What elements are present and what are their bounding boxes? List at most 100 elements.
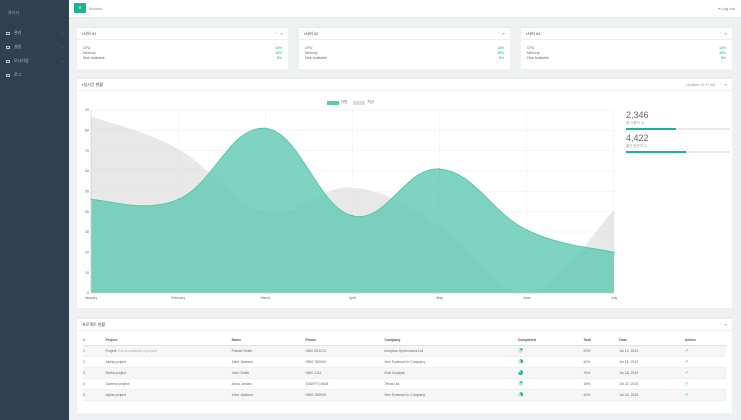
collapse-icon[interactable]: ⌃: [275, 32, 279, 36]
legend-label: 이번: [341, 100, 348, 104]
stat-row: Memory 36%: [521, 51, 732, 56]
table-row[interactable]: 3 Betha project John Smith 0800 1111 Erat Vo…: [83, 367, 726, 379]
stat-value: 16%: [274, 46, 282, 50]
sidebar-item-label: 관리: [14, 30, 22, 35]
column-header[interactable]: Task: [583, 335, 620, 346]
project-cell: Project This is example of project: [105, 345, 232, 357]
table-cell: 0500 780909: [305, 389, 385, 401]
action-cell: ✓: [684, 378, 726, 390]
column-header[interactable]: Date: [619, 335, 685, 346]
sidebar-item-label: 로그: [14, 72, 22, 77]
table-cell: 2: [83, 356, 106, 368]
column-header[interactable]: #: [83, 335, 106, 346]
project-table-panel: 프로젝트 현황 ⌃ ✕ # Project Name Phone Company Comple…: [77, 318, 732, 413]
collapse-icon[interactable]: ⌃: [497, 32, 501, 36]
collapse-icon[interactable]: ⌃: [719, 32, 723, 36]
legend-label: 지난: [367, 100, 374, 104]
project-cell: Gamma project: [105, 378, 232, 390]
table-cell: (016977) 0648: [305, 378, 385, 390]
close-icon[interactable]: ✕: [502, 32, 505, 36]
server-icon: ▪: [82, 31, 84, 36]
stat-row: Disk Available 8%: [299, 56, 510, 61]
table-cell: 75%: [583, 367, 620, 379]
chevron-right-icon: ›: [61, 44, 63, 50]
legend-swatch: [327, 100, 339, 105]
table-row[interactable]: 5 Alpha project Alice Jackson 0500 780909 Ne…: [83, 389, 726, 401]
table-cell: Anna Jordan: [231, 378, 306, 390]
stat-value: 36%: [718, 51, 726, 55]
stat-label: CPU: [83, 46, 91, 50]
column-header[interactable]: Completed: [517, 335, 584, 346]
stat-row: Memory 35%: [299, 51, 510, 56]
table-cell: 1: [83, 345, 106, 357]
stat-value: 8%: [498, 56, 504, 60]
completed-cell: [517, 367, 584, 379]
column-header[interactable]: Phone: [305, 335, 385, 346]
project-name: Gamma project: [105, 381, 130, 386]
stat-row: CPU 16%: [299, 46, 510, 51]
panel-title: 서버 #3: [527, 30, 541, 36]
table-row[interactable]: 1 Project This is example of project Patri…: [83, 345, 726, 357]
collapse-icon[interactable]: ⌃: [719, 323, 723, 327]
server-panel-3: ▪ 서버 #3 ⌃ ✕ CPU 16% Memory 36% Disk Availabl…: [521, 27, 732, 69]
table-cell: Jul 16, 2013: [619, 389, 685, 401]
stat-label: Disk Available: [83, 56, 105, 60]
check-icon[interactable]: ✓: [684, 369, 690, 376]
panel-title: 프로젝트 현황: [82, 321, 106, 327]
stat-label: 월간 방문자 수: [626, 144, 648, 148]
stat-row: CPU 16%: [521, 46, 732, 51]
sidebar-item-4[interactable]: 로그: [0, 68, 69, 82]
close-icon[interactable]: ✕: [280, 32, 283, 36]
project-name: Alpha project: [105, 359, 126, 364]
stat-label: 총 사용자 수: [626, 121, 645, 125]
panel-title: 서버 #2: [305, 30, 319, 36]
check-icon[interactable]: ✓: [684, 347, 690, 354]
action-cell: ✓: [684, 345, 726, 357]
stat-value: 8%: [276, 56, 282, 60]
menu-icon: [6, 73, 10, 77]
column-header[interactable]: Company: [384, 335, 518, 346]
chevron-right-icon: ›: [61, 58, 63, 64]
check-icon[interactable]: ✓: [684, 358, 690, 365]
stat-label: Disk Available: [527, 56, 549, 60]
sidebar-item-3[interactable]: 모니터링 ›: [0, 54, 69, 68]
collapse-icon[interactable]: ⌃: [719, 83, 723, 87]
menu-toggle-button[interactable]: ≡: [74, 3, 86, 13]
project-cell: Alpha project: [105, 356, 232, 368]
table-row[interactable]: 4 Gamma project Anna Jordan (016977) 0648 Te…: [83, 378, 726, 390]
panel-title: 서버 #1: [83, 30, 97, 36]
column-header[interactable]: Action: [684, 335, 726, 346]
table-cell: 4: [83, 378, 106, 390]
sidebar-item-label: 모니터링: [14, 58, 29, 63]
table-cell: 40%: [583, 356, 620, 368]
table-cell: Alice Jackson: [231, 389, 306, 401]
check-icon[interactable]: ✓: [684, 391, 690, 398]
table-cell: John Smith: [231, 367, 306, 379]
sidebar-item-1[interactable]: 관리 ›: [0, 26, 69, 40]
table-cell: 0500 780909: [305, 356, 385, 368]
chart-legend: 이번 지난: [327, 100, 374, 105]
stat-monthly-visitors: 4,422 월간 방문자 수: [626, 133, 730, 153]
completion-pie-icon: [517, 348, 523, 353]
column-header[interactable]: Name: [231, 335, 306, 346]
close-icon[interactable]: ✕: [724, 32, 727, 36]
check-icon[interactable]: ✓: [684, 380, 690, 387]
sidebar-item-label: 설정: [14, 44, 22, 49]
table-cell: 18%: [583, 378, 620, 390]
table-cell: Jul 14, 2013: [619, 345, 685, 357]
sign-out-icon: ⇥: [717, 6, 722, 11]
table-cell: Nec Euismod In Company: [384, 389, 518, 401]
completion-pie-icon: [517, 381, 523, 386]
table-row[interactable]: 2 Alpha project Alice Jackson 0500 780909 Ne…: [83, 356, 726, 368]
completed-cell: [517, 345, 584, 357]
stat-label: CPU: [527, 46, 535, 50]
menu-icon: [6, 59, 10, 63]
logout-link[interactable]: ⇥ Log out: [717, 6, 735, 11]
column-header[interactable]: Project: [105, 335, 232, 346]
completion-pie-icon: [517, 359, 523, 364]
close-icon[interactable]: ✕: [724, 323, 727, 327]
bars-icon: ≡: [78, 5, 82, 11]
close-icon[interactable]: ✕: [724, 83, 727, 87]
sidebar-item-2[interactable]: 설정 ›: [0, 40, 69, 54]
table-cell: 20%: [583, 345, 620, 357]
